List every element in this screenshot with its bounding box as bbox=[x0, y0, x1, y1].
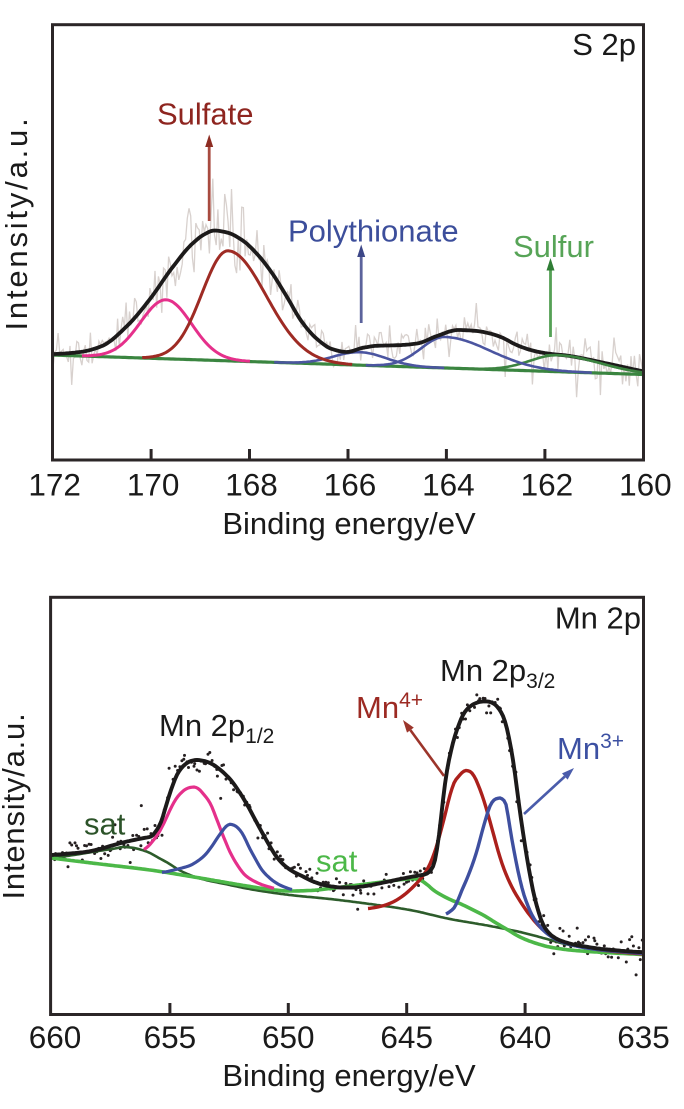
svg-text:Binding energy/eV: Binding energy/eV bbox=[222, 506, 476, 541]
svg-text:660: 660 bbox=[29, 1019, 82, 1055]
svg-text:Mn 2p: Mn 2p bbox=[555, 601, 641, 636]
svg-text:Mn 2p3/2: Mn 2p3/2 bbox=[440, 653, 555, 693]
svg-text:635: 635 bbox=[617, 1019, 670, 1055]
svg-text:Sulfate: Sulfate bbox=[157, 97, 254, 132]
svg-text:Intensity/a.u.: Intensity/a.u. bbox=[0, 116, 34, 331]
svg-text:160: 160 bbox=[619, 467, 672, 503]
svg-text:162: 162 bbox=[521, 467, 574, 503]
svg-text:650: 650 bbox=[262, 1019, 315, 1055]
svg-text:168: 168 bbox=[225, 467, 278, 503]
svg-text:S 2p: S 2p bbox=[572, 27, 636, 62]
svg-text:Sulfur: Sulfur bbox=[513, 229, 594, 264]
svg-text:sat: sat bbox=[84, 807, 126, 842]
svg-text:655: 655 bbox=[144, 1019, 197, 1055]
svg-text:640: 640 bbox=[499, 1019, 552, 1055]
svg-text:Binding energy/eV: Binding energy/eV bbox=[222, 1058, 476, 1093]
svg-text:645: 645 bbox=[380, 1019, 433, 1055]
svg-text:sat: sat bbox=[316, 844, 358, 879]
svg-text:166: 166 bbox=[324, 467, 377, 503]
svg-text:170: 170 bbox=[127, 467, 180, 503]
svg-text:Polythionate: Polythionate bbox=[288, 214, 459, 249]
svg-text:172: 172 bbox=[28, 467, 81, 503]
svg-text:Intensity/a.u.: Intensity/a.u. bbox=[0, 713, 31, 900]
svg-text:164: 164 bbox=[422, 467, 475, 503]
